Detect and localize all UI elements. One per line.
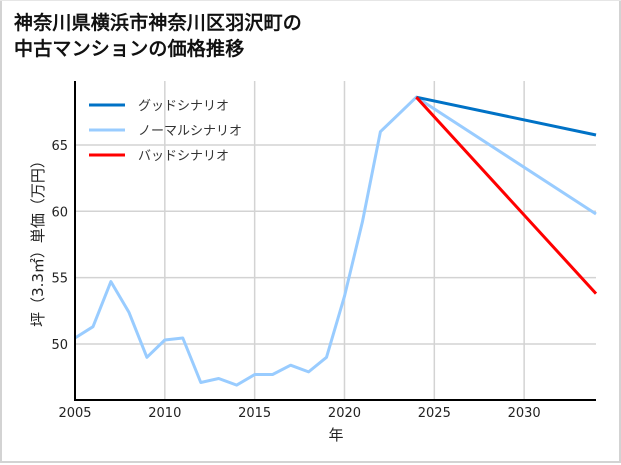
series-line — [415, 96, 598, 295]
legend-label: グッドシナリオ — [138, 99, 229, 114]
x-tick-label: 2015 — [238, 406, 271, 421]
y-tick-labels: 50 55 60 65 — [51, 139, 68, 353]
series-line — [74, 95, 597, 387]
x-tick-labels: 2005 2010 2015 2020 2025 2030 — [58, 406, 540, 421]
y-tick-label: 55 — [51, 272, 68, 287]
frame-top-edge — [0, 0, 621, 1]
legend-label: ノーマルシナリオ — [138, 124, 242, 139]
chart-title-line1: 神奈川県横浜市神奈川区羽沢町の — [14, 12, 303, 34]
x-axis-label: 年 — [328, 426, 343, 444]
y-axis-label: 坪（3.3㎡）単価（万円） — [29, 153, 47, 327]
y-tick-label: 50 — [51, 338, 68, 353]
series-line — [415, 95, 597, 137]
series-lines — [74, 95, 598, 387]
x-tick-label: 2030 — [508, 406, 541, 421]
axes — [74, 81, 596, 401]
legend-label: バッドシナリオ — [138, 149, 229, 164]
chart-title: 神奈川県横浜市神奈川区羽沢町の 中古マンションの価格推移 — [14, 10, 302, 62]
y-tick-label: 60 — [51, 205, 68, 220]
chart-title-line2: 中古マンションの価格推移 — [14, 38, 245, 60]
x-tick-label: 2010 — [148, 406, 181, 421]
x-tick-label: 2025 — [418, 406, 451, 421]
x-tick-label: 2020 — [328, 406, 361, 421]
y-tick-label: 65 — [51, 139, 68, 154]
x-tick-label: 2005 — [58, 406, 91, 421]
